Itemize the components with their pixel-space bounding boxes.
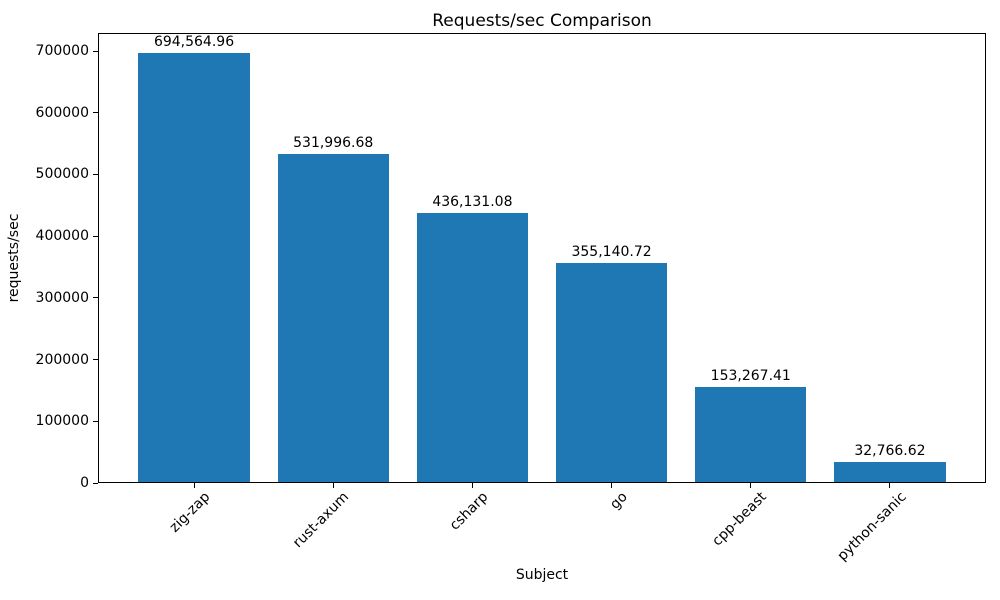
bar-value-label: 436,131.08 xyxy=(432,193,513,210)
bar xyxy=(695,387,807,482)
chart-title: Requests/sec Comparison xyxy=(432,11,652,31)
x-tick-mark xyxy=(750,483,752,488)
x-tick-label: python-sanic xyxy=(834,489,910,565)
bar xyxy=(277,153,389,482)
y-axis-label: requests/sec xyxy=(6,213,22,303)
x-tick-label: csharp xyxy=(447,489,492,534)
x-tick-label: zig-zap xyxy=(166,489,214,536)
bar-value-label: 694,564.96 xyxy=(153,34,235,51)
bar xyxy=(416,212,529,482)
x-axis-label: Subject xyxy=(515,567,569,583)
x-tick-mark xyxy=(193,483,195,488)
bar xyxy=(555,262,668,482)
bar-value-label: 153,267.41 xyxy=(710,368,791,385)
y-tick-label: 600000 xyxy=(35,104,89,121)
y-tick-label: 700000 xyxy=(35,43,89,60)
y-tick-mark xyxy=(93,359,98,361)
y-tick-mark xyxy=(93,482,98,484)
bar xyxy=(138,53,250,482)
y-tick-mark xyxy=(93,50,98,52)
plot-area xyxy=(98,33,986,483)
bar-value-label: 355,140.72 xyxy=(571,243,652,260)
x-tick-label: go xyxy=(607,489,631,513)
bar-value-label: 32,766.62 xyxy=(854,442,926,459)
y-tick-mark xyxy=(93,297,98,299)
y-tick-label: 300000 xyxy=(35,289,89,306)
x-tick-label: rust-axum xyxy=(290,489,353,552)
bar xyxy=(834,461,946,482)
y-tick-label: 0 xyxy=(80,475,89,491)
y-tick-mark xyxy=(93,420,98,422)
x-tick-mark xyxy=(471,483,473,488)
y-tick-label: 500000 xyxy=(35,166,89,183)
y-tick-mark xyxy=(93,235,98,237)
y-tick-mark xyxy=(93,112,98,114)
x-tick-mark xyxy=(611,483,613,488)
y-tick-label: 100000 xyxy=(35,413,89,430)
y-tick-mark xyxy=(93,173,98,175)
y-tick-label: 400000 xyxy=(35,228,89,245)
y-tick-label: 200000 xyxy=(35,351,89,368)
x-tick-label: cpp-beast xyxy=(709,489,771,550)
bar-value-label: 531,996.68 xyxy=(293,134,374,151)
x-tick-mark xyxy=(889,483,891,488)
x-tick-mark xyxy=(332,483,334,488)
